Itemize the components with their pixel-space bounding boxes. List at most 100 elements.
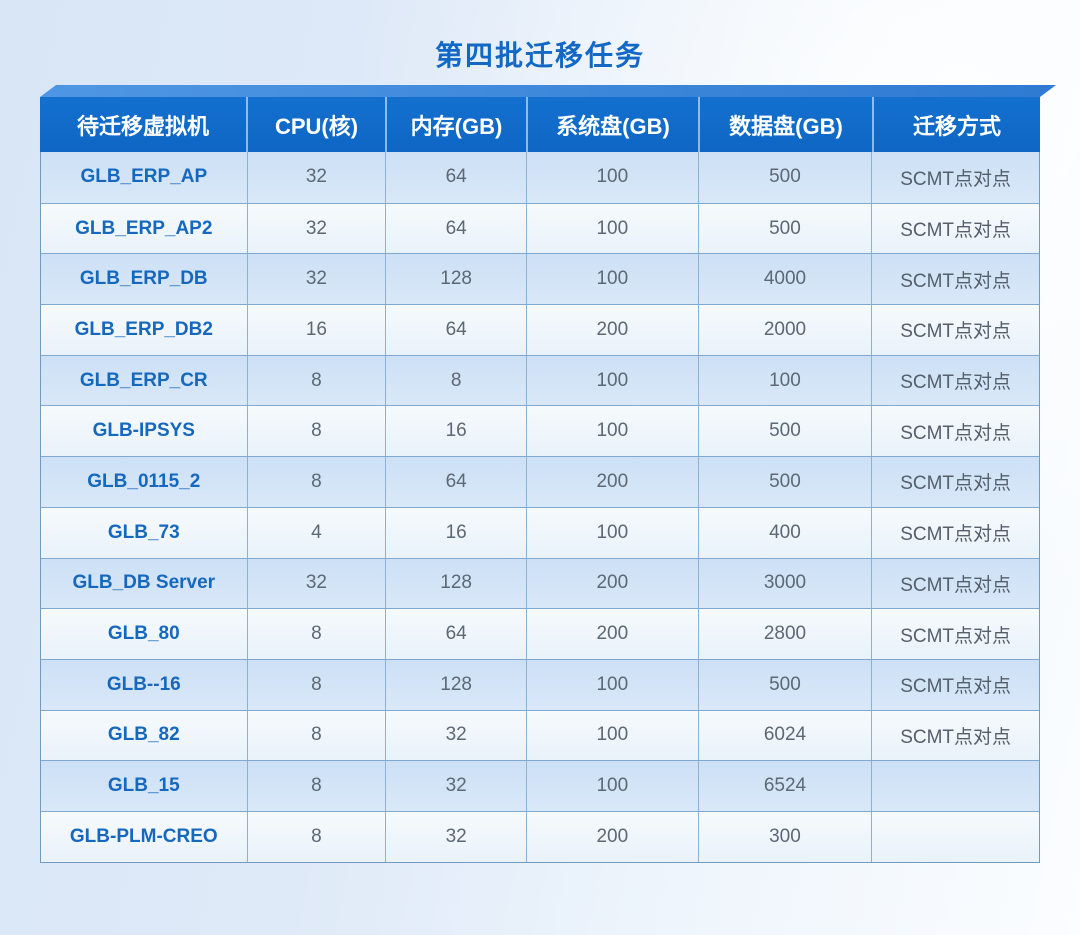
migration-method-cell: SCMT点对点: [871, 305, 1039, 355]
table-row: GLB_DB Server 32 128 200 3000 SCMT点对点: [41, 557, 1039, 609]
memory-cell: 64: [385, 609, 526, 659]
memory-cell: 128: [385, 558, 526, 609]
vm-name-cell: GLB_ERP_AP: [80, 166, 208, 188]
migration-method-cell: SCMT点对点: [871, 152, 1039, 203]
table-row: GLB_82 8 32 100 6024 SCMT点对点: [41, 709, 1039, 761]
table-header-row: 待迁移虚拟机 CPU(核) 内存(GB) 系统盘(GB) 数据盘(GB) 迁移方式: [40, 97, 1040, 152]
vm-name-cell: GLB_DB Server: [72, 572, 216, 594]
cpu-cell: 4: [246, 507, 386, 558]
system-disk-cell: 200: [526, 457, 698, 507]
table-top-bevel-decoration: [40, 85, 1056, 97]
migration-method-cell: SCMT点对点: [871, 457, 1039, 507]
migration-method-cell: SCMT点对点: [871, 406, 1039, 457]
table-body: GLB_ERP_AP 32 64 100 500 SCMT点对点 GLB_ERP_AP2 32…: [40, 152, 1040, 863]
migration-method-cell: SCMT点对点: [871, 355, 1039, 406]
migration-method-cell: SCMT点对点: [871, 609, 1039, 659]
migration-method-cell: SCMT点对点: [871, 507, 1039, 558]
migration-method-cell: SCMT点对点: [871, 659, 1039, 710]
memory-cell: 16: [385, 406, 526, 457]
system-disk-cell: 100: [526, 152, 698, 203]
system-disk-cell: 100: [526, 203, 698, 254]
system-disk-cell: 100: [526, 659, 698, 710]
system-disk-cell: 100: [526, 406, 698, 457]
data-disk-cell: 3000: [697, 558, 872, 609]
data-disk-cell: 2000: [697, 305, 872, 355]
vm-name-cell: GLB_ERP_DB2: [74, 318, 213, 340]
memory-cell: 64: [385, 305, 526, 355]
data-disk-cell: 500: [697, 203, 872, 254]
system-disk-cell: 200: [526, 305, 698, 355]
memory-cell: 8: [385, 355, 526, 406]
vm-name-cell: GLB_ERP_DB: [79, 268, 208, 290]
cpu-cell: 8: [246, 457, 386, 507]
vm-name-cell: GLB-IPSYS: [92, 420, 195, 442]
memory-cell: 32: [385, 811, 526, 862]
data-disk-cell: 6524: [697, 761, 872, 811]
table-row: GLB_15 8 32 100 6524: [41, 760, 1039, 811]
vm-name-cell: GLB_ERP_CR: [79, 369, 208, 391]
vm-name-cell: GLB_73: [107, 521, 180, 543]
data-disk-cell: 2800: [697, 609, 872, 659]
table-row: GLB_80 8 64 200 2800 SCMT点对点: [41, 608, 1039, 659]
vm-name-cell: GLB-PLM-CREO: [69, 825, 218, 847]
system-disk-cell: 100: [526, 710, 698, 761]
data-disk-cell: 400: [697, 507, 872, 558]
vm-name-cell: GLB_ERP_AP2: [75, 217, 213, 239]
memory-cell: 16: [385, 507, 526, 558]
cpu-cell: 8: [246, 659, 386, 710]
table-row: GLB_ERP_AP 32 64 100 500 SCMT点对点: [41, 152, 1039, 203]
system-disk-cell: 200: [526, 609, 698, 659]
migration-method-cell: SCMT点对点: [871, 558, 1039, 609]
table-row: GLB--16 8 128 100 500 SCMT点对点: [41, 658, 1039, 710]
cpu-cell: 8: [246, 710, 386, 761]
cpu-cell: 32: [246, 254, 386, 305]
cpu-cell: 32: [246, 203, 386, 254]
table-row: GLB_ERP_CR 8 8 100 100 SCMT点对点: [41, 354, 1039, 406]
migration-method-cell: [871, 761, 1039, 811]
column-header-data-disk: 数据盘(GB): [698, 97, 872, 152]
migration-method-cell: [871, 811, 1039, 862]
migration-task-table: 待迁移虚拟机 CPU(核) 内存(GB) 系统盘(GB) 数据盘(GB) 迁移方式 GLB…: [40, 85, 1056, 863]
system-disk-cell: 100: [526, 355, 698, 406]
column-header-system-disk: 系统盘(GB): [526, 97, 698, 152]
data-disk-cell: 500: [697, 457, 872, 507]
cpu-cell: 8: [246, 406, 386, 457]
cpu-cell: 8: [246, 355, 386, 406]
vm-name-cell: GLB_15: [107, 775, 180, 797]
memory-cell: 64: [385, 152, 526, 203]
vm-name-cell: GLB--16: [106, 673, 181, 695]
column-header-memory: 内存(GB): [385, 97, 526, 152]
column-header-vm-name: 待迁移虚拟机: [76, 113, 209, 139]
table-row: GLB_0115_2 8 64 200 500 SCMT点对点: [41, 456, 1039, 507]
table-row: GLB-IPSYS 8 16 100 500 SCMT点对点: [41, 405, 1039, 457]
memory-cell: 128: [385, 659, 526, 710]
cpu-cell: 8: [246, 609, 386, 659]
page-title: 第四批迁移任务: [434, 40, 645, 71]
system-disk-cell: 200: [526, 811, 698, 862]
data-disk-cell: 6024: [697, 710, 872, 761]
cpu-cell: 8: [246, 811, 386, 862]
vm-name-cell: GLB_0115_2: [87, 470, 201, 492]
table-row: GLB_73 4 16 100 400 SCMT点对点: [41, 506, 1039, 558]
cpu-cell: 32: [246, 152, 386, 203]
migration-method-cell: SCMT点对点: [871, 254, 1039, 305]
column-header-cpu: CPU(核): [246, 97, 385, 152]
memory-cell: 32: [385, 710, 526, 761]
table-row: GLB_ERP_DB2 16 64 200 2000 SCMT点对点: [41, 304, 1039, 355]
migration-method-cell: SCMT点对点: [871, 710, 1039, 761]
memory-cell: 64: [385, 457, 526, 507]
cpu-cell: 32: [246, 558, 386, 609]
system-disk-cell: 200: [526, 558, 698, 609]
memory-cell: 32: [385, 761, 526, 811]
data-disk-cell: 300: [697, 811, 872, 862]
data-disk-cell: 500: [697, 406, 872, 457]
memory-cell: 128: [385, 254, 526, 305]
data-disk-cell: 500: [697, 152, 872, 203]
data-disk-cell: 500: [697, 659, 872, 710]
vm-name-cell: GLB_82: [107, 724, 180, 746]
cpu-cell: 16: [246, 305, 386, 355]
migration-method-cell: SCMT点对点: [871, 203, 1039, 254]
system-disk-cell: 100: [526, 761, 698, 811]
system-disk-cell: 100: [526, 507, 698, 558]
data-disk-cell: 100: [697, 355, 872, 406]
